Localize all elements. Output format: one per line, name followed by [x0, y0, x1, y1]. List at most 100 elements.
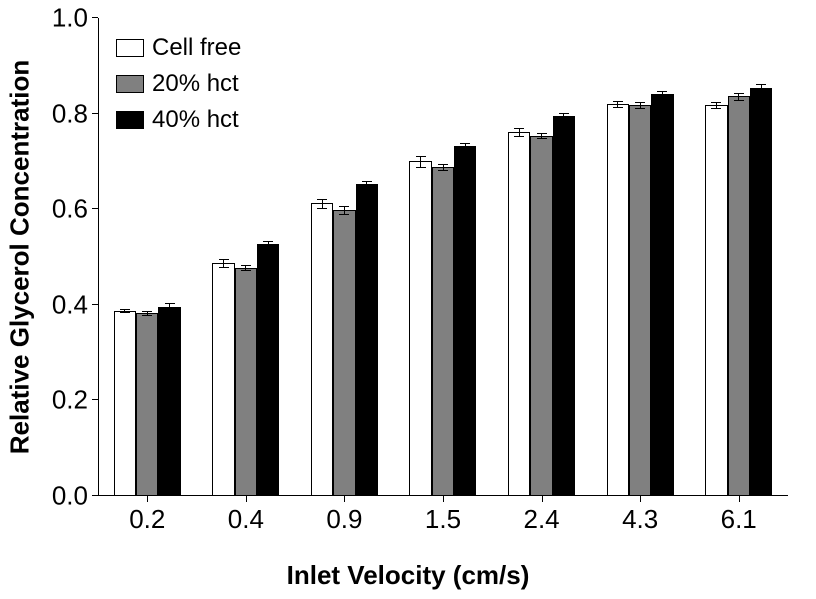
y-tick-mark — [92, 304, 98, 305]
bar — [212, 263, 234, 496]
error-bar — [169, 303, 170, 311]
error-cap — [537, 138, 547, 139]
error-cap — [559, 113, 569, 114]
error-cap — [416, 167, 426, 168]
legend-swatch — [116, 39, 144, 57]
bar — [607, 104, 629, 496]
x-tick-mark — [246, 496, 247, 502]
bar — [705, 105, 727, 496]
y-tick-mark — [92, 113, 98, 114]
error-cap — [362, 181, 372, 182]
legend-swatch — [116, 111, 144, 129]
error-cap — [219, 259, 229, 260]
error-bar — [223, 259, 224, 267]
error-cap — [438, 170, 448, 171]
legend-item: 20% hct — [116, 70, 241, 98]
bar — [750, 88, 772, 496]
legend-item: 40% hct — [116, 106, 241, 134]
error-cap — [241, 265, 251, 266]
error-cap — [559, 119, 569, 120]
error-cap — [514, 128, 524, 129]
y-tick-label: 0.6 — [52, 194, 98, 225]
legend-swatch — [116, 75, 144, 93]
bar — [508, 132, 530, 496]
error-cap — [416, 156, 426, 157]
error-cap — [339, 214, 349, 215]
chart-container: Relative Glycerol Concentration Inlet Ve… — [0, 0, 816, 599]
error-cap — [219, 267, 229, 268]
error-bar — [519, 128, 520, 136]
error-cap — [711, 108, 721, 109]
error-cap — [142, 315, 152, 316]
error-cap — [438, 164, 448, 165]
error-cap — [339, 206, 349, 207]
error-cap — [263, 246, 273, 247]
error-cap — [120, 309, 130, 310]
error-cap — [657, 96, 667, 97]
error-cap — [734, 93, 744, 94]
bar — [553, 116, 575, 496]
error-bar — [420, 156, 421, 167]
error-cap — [142, 311, 152, 312]
bar — [409, 161, 431, 496]
error-cap — [165, 303, 175, 304]
bar — [356, 184, 378, 496]
y-tick-label: 0.4 — [52, 289, 98, 320]
bar — [530, 136, 552, 496]
error-cap — [514, 136, 524, 137]
error-cap — [613, 107, 623, 108]
bar — [311, 203, 333, 496]
error-cap — [635, 108, 645, 109]
legend-label: Cell free — [152, 34, 241, 62]
y-tick-label: 0.8 — [52, 98, 98, 129]
error-cap — [362, 187, 372, 188]
bar — [454, 146, 476, 496]
y-axis-line — [98, 18, 99, 496]
y-tick-mark — [92, 399, 98, 400]
error-cap — [537, 133, 547, 134]
y-tick-mark — [92, 208, 98, 209]
error-cap — [711, 102, 721, 103]
x-tick-mark — [739, 496, 740, 502]
bar — [257, 244, 279, 496]
x-tick-mark — [640, 496, 641, 502]
bar — [235, 268, 257, 496]
bar — [158, 307, 180, 496]
error-bar — [322, 199, 323, 209]
error-cap — [241, 270, 251, 271]
legend-label: 20% hct — [152, 70, 239, 98]
y-tick-mark — [92, 17, 98, 18]
y-tick-mark — [92, 495, 98, 496]
x-tick-mark — [542, 496, 543, 502]
error-cap — [734, 100, 744, 101]
error-bar — [738, 93, 739, 101]
x-axis-label: Inlet Velocity (cm/s) — [0, 560, 816, 591]
bar — [629, 105, 651, 496]
error-bar — [344, 206, 345, 214]
x-tick-mark — [147, 496, 148, 502]
y-axis-label: Relative Glycerol Concentration — [5, 60, 36, 454]
legend-label: 40% hct — [152, 106, 239, 134]
x-tick-mark — [443, 496, 444, 502]
error-cap — [317, 199, 327, 200]
error-cap — [263, 241, 273, 242]
error-cap — [756, 92, 766, 93]
bar — [136, 313, 158, 496]
error-cap — [657, 91, 667, 92]
error-cap — [756, 84, 766, 85]
bar — [651, 94, 673, 496]
y-tick-label: 0.2 — [52, 385, 98, 416]
bar — [728, 96, 750, 496]
error-cap — [120, 312, 130, 313]
error-cap — [460, 143, 470, 144]
error-cap — [635, 102, 645, 103]
legend-item: Cell free — [116, 34, 241, 62]
bar — [432, 167, 454, 496]
legend: Cell free 20% hct 40% hct — [116, 34, 241, 134]
error-cap — [460, 149, 470, 150]
y-tick-label: 1.0 — [52, 3, 98, 34]
y-tick-label: 0.0 — [52, 481, 98, 512]
bar — [333, 210, 355, 496]
bar — [114, 311, 136, 496]
x-tick-mark — [344, 496, 345, 502]
